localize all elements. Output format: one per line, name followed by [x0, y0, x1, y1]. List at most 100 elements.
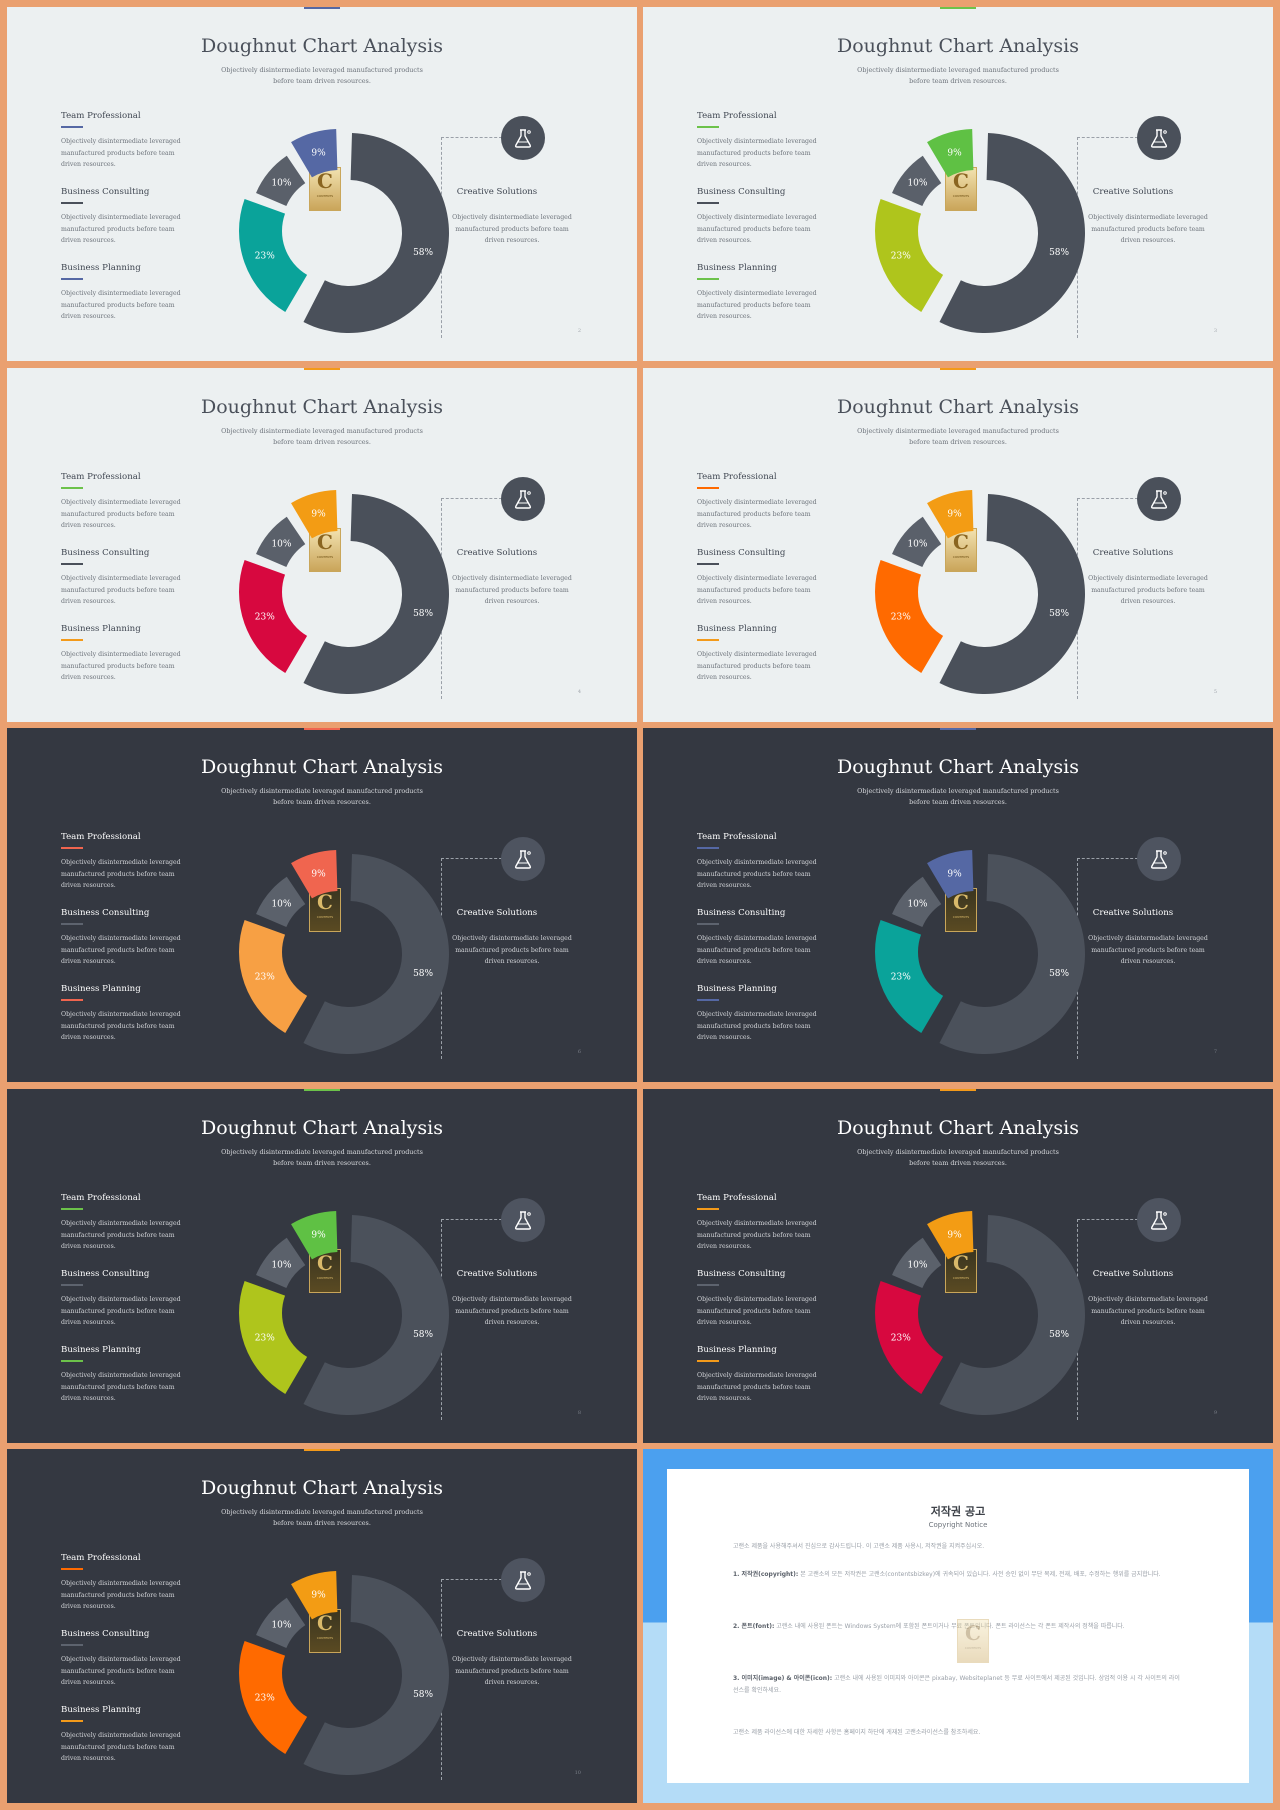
slice-label: 10%: [907, 540, 927, 550]
item-rule: [61, 999, 83, 1001]
notice-closing: 고랜소 제품 라이선스에 대한 자세한 사항은 홈페이지 하단에 게재된 고랜소…: [733, 1729, 981, 1736]
logo-letter: C: [953, 1251, 969, 1275]
item-body: Objectively disintermediate leveraged ma…: [697, 651, 817, 681]
item-heading: Business Planning: [61, 263, 141, 273]
legend-item: Business Planning Objectively disinterme…: [61, 1705, 191, 1765]
item-heading: Business Consulting: [61, 908, 150, 918]
slice-label: 23%: [255, 252, 275, 262]
slide: Doughnut Chart Analysis Objectively disi…: [643, 368, 1273, 722]
item-heading: Business Consulting: [61, 1629, 150, 1639]
item-heading: Team Professional: [61, 472, 141, 482]
item-rule: [697, 1208, 719, 1210]
notice-subtitle: Copyright Notice: [928, 1521, 988, 1529]
top-accent-bar: [940, 728, 976, 730]
slice-label: 10%: [271, 1621, 291, 1631]
doughnut-slice: [892, 876, 942, 928]
item-body: Objectively disintermediate leveraged ma…: [697, 499, 817, 529]
notice-title: 저작권 공고: [930, 1505, 986, 1518]
slice-label: 23%: [891, 252, 911, 262]
item-heading: Team Professional: [697, 1193, 777, 1203]
slice-label: 23%: [255, 1334, 275, 1344]
item-body: Objectively disintermediate leveraged ma…: [61, 1732, 181, 1762]
creative-solutions-body: Objectively disintermediate leveraged ma…: [1088, 214, 1208, 244]
item-rule: [61, 1360, 83, 1362]
doughnut-slice: [239, 199, 308, 312]
legend-item: Business Consulting Objectively disinter…: [61, 1269, 191, 1329]
item-body: Objectively disintermediate leveraged ma…: [697, 214, 817, 244]
item-rule: [61, 923, 83, 925]
doughnut-chart: 58% 23% 10% 9%: [875, 1211, 1085, 1415]
item-rule: [697, 1284, 719, 1286]
item-rule: [697, 126, 719, 128]
slice-label: 10%: [271, 179, 291, 189]
creative-solutions-body: Objectively disintermediate leveraged ma…: [1088, 1296, 1208, 1326]
flask-icon: [501, 1198, 545, 1242]
slide-title: Doughnut Chart Analysis: [201, 1477, 443, 1499]
legend-item: Team Professional Objectively disinterme…: [697, 1193, 827, 1253]
item-body: Objectively disintermediate leveraged ma…: [697, 290, 817, 320]
doughnut-chart: 58% 23% 10% 9%: [239, 850, 449, 1054]
item-heading: Team Professional: [697, 832, 777, 842]
item-heading: Team Professional: [697, 111, 777, 121]
slice-label: 9%: [311, 869, 326, 879]
doughnut-slice: [303, 1215, 449, 1415]
item-heading: Business Consulting: [697, 1269, 786, 1279]
slice-label: 58%: [1049, 609, 1069, 619]
slice-label: 10%: [271, 1261, 291, 1271]
item-heading: Business Planning: [61, 984, 141, 994]
creative-solutions-body: Objectively disintermediate leveraged ma…: [1088, 935, 1208, 965]
slice-label: 9%: [947, 869, 962, 879]
slice-label: 9%: [311, 1590, 326, 1600]
doughnut-slice: [303, 494, 449, 694]
notice-p2-text: 고랜소 내에 사용된 폰트는 Windows System에 포함된 폰트이거나…: [776, 1623, 1125, 1630]
flask-icon: [1137, 116, 1181, 160]
logo-letter: C: [317, 890, 333, 914]
logo-text: CONTENTS: [316, 555, 334, 559]
doughnut-slice: [892, 155, 942, 207]
slide-title: Doughnut Chart Analysis: [837, 756, 1079, 778]
legend-item: Business Planning Objectively disinterme…: [697, 624, 827, 684]
doughnut-slice: [239, 560, 308, 673]
logo-text: CONTENTS: [952, 555, 970, 559]
doughnut-slice: [875, 560, 944, 673]
slice-label: 58%: [413, 609, 433, 619]
doughnut-slice: [256, 1237, 306, 1289]
item-rule: [697, 923, 719, 925]
logo-letter: C: [317, 169, 333, 193]
page-number: 8: [577, 1410, 581, 1416]
creative-solutions-title: Creative Solutions: [456, 548, 538, 558]
top-accent-bar: [304, 728, 340, 730]
top-accent-bar: [304, 1449, 340, 1451]
logo-letter: C: [965, 1621, 981, 1645]
logo-text: CONTENTS: [952, 915, 970, 919]
item-heading: Business Consulting: [61, 187, 150, 197]
flask-icon: [1137, 837, 1181, 881]
slide: Doughnut Chart Analysis Objectively disi…: [643, 7, 1273, 361]
item-body: Objectively disintermediate leveraged ma…: [61, 1220, 181, 1250]
doughnut-chart: 58% 23% 10% 9%: [875, 129, 1085, 333]
doughnut-chart: 58% 23% 10% 9%: [239, 490, 449, 694]
creative-solutions-title: Creative Solutions: [456, 1629, 538, 1639]
slide-title: Doughnut Chart Analysis: [837, 396, 1079, 418]
item-body: Objectively disintermediate leveraged ma…: [61, 575, 181, 605]
doughnut-slice: [927, 129, 974, 178]
slide-subtitle: Objectively disintermediate leveraged ma…: [857, 1148, 1059, 1167]
slide-title: Doughnut Chart Analysis: [201, 756, 443, 778]
item-body: Objectively disintermediate leveraged ma…: [61, 935, 181, 965]
item-body: Objectively disintermediate leveraged ma…: [697, 1220, 817, 1250]
slice-label: 58%: [1049, 248, 1069, 258]
creative-solutions-body: Objectively disintermediate leveraged ma…: [452, 214, 572, 244]
creative-solutions-title: Creative Solutions: [1092, 1269, 1174, 1279]
item-rule: [61, 847, 83, 849]
legend-item: Team Professional Objectively disinterme…: [61, 1193, 191, 1253]
slide: Doughnut Chart Analysis Objectively disi…: [7, 368, 637, 722]
notice-logo: C CONTENTS: [957, 1619, 989, 1663]
doughnut-chart: 58% 23% 10% 9%: [875, 490, 1085, 694]
item-body: Objectively disintermediate leveraged ma…: [697, 1296, 817, 1326]
item-body: Objectively disintermediate leveraged ma…: [61, 214, 181, 244]
slide: Doughnut Chart Analysis Objectively disi…: [7, 7, 637, 361]
doughnut-chart: 58% 23% 10% 9%: [875, 850, 1085, 1054]
logo-text: CONTENTS: [964, 1646, 982, 1650]
slice-label: 23%: [891, 1334, 911, 1344]
page-number: 7: [1213, 1049, 1217, 1055]
